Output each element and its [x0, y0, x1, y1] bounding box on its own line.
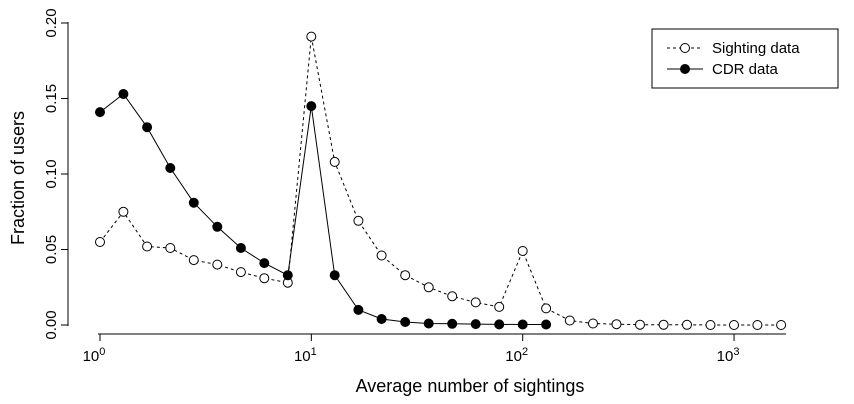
y-tick-label-0: 0.00 — [43, 310, 60, 339]
legend: Sighting data CDR data — [651, 28, 839, 89]
series-0 — [95, 31, 787, 330]
series-0-point-4 — [188, 255, 199, 266]
series-0-point-16 — [470, 297, 481, 308]
legend-cdr-marker — [680, 64, 690, 74]
series-1-point-18 — [517, 319, 528, 330]
x-tick-label-3: 103 — [717, 346, 740, 365]
x-tick-label-1: 101 — [294, 346, 317, 365]
series-0-point-23 — [635, 319, 645, 330]
series-1-point-2 — [142, 122, 153, 133]
series-0-point-28 — [752, 320, 763, 330]
series-1-point-17 — [494, 319, 505, 330]
series-1-point-4 — [188, 197, 199, 208]
series-0-point-20 — [564, 315, 575, 326]
series-0-point-7 — [259, 273, 270, 284]
x-tick-label-0: 100 — [83, 346, 106, 365]
series-0-point-26 — [705, 320, 716, 330]
legend-cdr-label: CDR data — [712, 61, 779, 78]
series-1-point-6 — [235, 243, 246, 253]
series-1-point-14 — [423, 318, 434, 329]
series-0-point-21 — [588, 318, 598, 329]
series-0-point-13 — [400, 270, 411, 281]
series-0-point-17 — [494, 301, 505, 312]
series-1-point-9 — [306, 101, 317, 112]
series-0-point-6 — [235, 267, 246, 278]
series-0-point-2 — [142, 241, 153, 252]
y-tick-label-1: 0.05 — [43, 235, 60, 264]
legend-box — [651, 28, 839, 89]
series-1-point-19 — [541, 319, 552, 330]
series-1-point-13 — [400, 317, 411, 327]
y-tick-label-2: 0.10 — [43, 159, 60, 188]
series-1-point-16 — [470, 319, 481, 330]
legend-sighting-label: Sighting data — [712, 40, 800, 57]
series-0-point-5 — [212, 259, 223, 270]
series-0-point-25 — [682, 319, 692, 330]
series-0-point-10 — [329, 156, 340, 167]
series-0-point-29 — [776, 320, 787, 330]
y-ticks: 0.00 0.05 0.10 0.15 0.20 — [43, 8, 68, 340]
x-tick-label-2: 102 — [505, 346, 528, 365]
series-0-point-0 — [95, 237, 105, 247]
series-1-point-10 — [329, 270, 340, 281]
y-tick-label-3: 0.15 — [43, 84, 60, 113]
series-0-point-27 — [729, 320, 739, 330]
legend-sighting-marker — [680, 43, 690, 53]
y-tick-label-4: 0.20 — [43, 8, 60, 37]
series-0-point-15 — [447, 291, 458, 302]
series-0-point-9 — [306, 31, 317, 42]
series-1-point-8 — [282, 270, 293, 281]
series-0-point-1 — [118, 206, 129, 217]
series-line-0 — [99, 36, 782, 326]
series-layer — [95, 31, 787, 330]
x-axis-title: Average number of sightings — [356, 376, 585, 396]
series-0-point-22 — [611, 319, 622, 330]
y-axis-title: Fraction of users — [8, 111, 28, 245]
series-0-point-14 — [423, 282, 434, 293]
series-1-point-5 — [212, 221, 223, 232]
series-1-point-1 — [118, 89, 129, 99]
series-1-point-15 — [447, 318, 458, 329]
series-1 — [95, 89, 552, 330]
series-0-point-12 — [376, 250, 387, 261]
series-1-point-7 — [259, 258, 270, 269]
series-0-point-3 — [165, 243, 176, 253]
series-1-point-12 — [376, 314, 387, 324]
series-0-point-18 — [517, 246, 528, 256]
x-ticks: 100 101 102 103 — [83, 334, 740, 365]
series-0-point-19 — [541, 303, 552, 314]
series-1-point-11 — [353, 304, 364, 315]
series-0-point-24 — [658, 319, 669, 330]
series-1-point-0 — [95, 107, 105, 118]
series-0-point-11 — [353, 215, 364, 226]
series-line-1 — [99, 93, 547, 325]
series-1-point-3 — [165, 163, 176, 173]
